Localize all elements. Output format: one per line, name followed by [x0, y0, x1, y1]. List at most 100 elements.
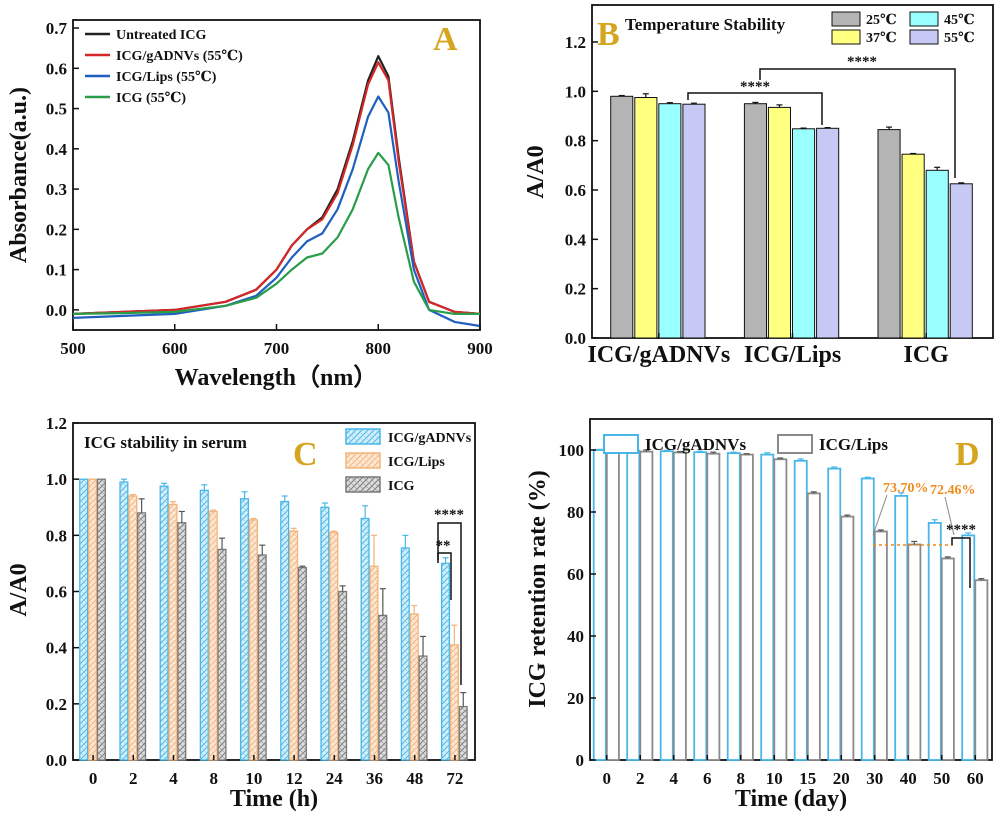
- significance-brackets-d: [951, 537, 971, 588]
- bar-c-1-1: [128, 495, 138, 761]
- legend-label-55c: 55℃: [944, 31, 975, 46]
- x-tick-label-b-2: ICG: [903, 342, 949, 368]
- y-tick-label-c-0.0: 0.0: [46, 751, 67, 770]
- bar-d-0-4: [726, 452, 741, 761]
- x-tick-label-d-9: 40: [900, 769, 917, 788]
- y-tick-label-d-100: 100: [559, 441, 585, 460]
- anno-label-d-1: 73.70%: [883, 481, 929, 496]
- y-tick-label-a-0.2: 0.2: [46, 220, 67, 239]
- y-tick-label-a-0.4: 0.4: [46, 140, 68, 159]
- bar-d-0-9: [894, 494, 909, 761]
- bar-c-2-1: [137, 512, 147, 761]
- bar-c-1-9: [449, 644, 459, 761]
- x-tick-label-b-0: ICG/gADNVs: [587, 342, 730, 368]
- y-tick-label-a-0.0: 0.0: [46, 301, 67, 320]
- bar-d-0-11: [961, 534, 976, 761]
- x-tick-label-c-3: 8: [209, 769, 218, 788]
- legend-label-37c: 37℃: [866, 31, 897, 46]
- x-tick-label-a-700: 700: [264, 339, 290, 358]
- legend-d: ICG/gADNVs ICG/Lips: [603, 434, 888, 454]
- x-tick-label-d-10: 50: [933, 769, 950, 788]
- bar-c-1-2: [168, 503, 178, 761]
- y-tick-label-b-0.0: 0.0: [565, 329, 586, 348]
- y-axis-title-b: A/A0: [523, 145, 549, 198]
- bar-c-1-8: [409, 613, 419, 761]
- x-axis-title-a: Wavelength（nm）: [175, 364, 378, 391]
- legend-label-45c: 45℃: [944, 13, 975, 28]
- bar-c-2-7: [378, 614, 388, 761]
- bar-d-1-0: [605, 449, 620, 761]
- bar-b-1-2: [901, 153, 925, 339]
- bar-c-0-0: [79, 478, 89, 761]
- legend-label-icg-55: ICG (55℃): [116, 91, 186, 106]
- bar-c-1-3: [208, 510, 218, 761]
- bar-d-0-8: [860, 477, 875, 761]
- legend-label-c-lips: ICG/Lips: [388, 455, 445, 470]
- bar-b-2-0: [658, 103, 682, 339]
- bar-c-0-6: [320, 506, 330, 761]
- x-tick-label-a-900: 900: [467, 339, 493, 358]
- y-tick-label-a-0.6: 0.6: [46, 59, 67, 78]
- chart-title-c: ICG stability in serum: [84, 433, 247, 452]
- axes-c: 0.00.20.40.60.81.01.20 2 4 8 10 12 24 36 48 72: [46, 414, 464, 788]
- legend-swatch-d-gadnvs: [603, 434, 639, 454]
- legend-label-d-lips: ICG/Lips: [819, 435, 888, 454]
- bracket-gadnvs-vs-lips: [687, 92, 823, 125]
- y-tick-label-c-0.8: 0.8: [46, 526, 67, 545]
- x-tick-label-a-800: 800: [366, 339, 392, 358]
- panel-b: 0.0 0.2 0.4 0.6 0.8 1.0 1.2 ICG/gADNVs ICG/Lips I…: [523, 4, 994, 368]
- x-tick-label-c-2: 4: [169, 769, 178, 788]
- series-line-a-3: [72, 151, 480, 315]
- legend-label-c-icg: ICG: [388, 479, 415, 494]
- bar-d-0-5: [760, 453, 775, 761]
- bar-d-1-8: [873, 530, 888, 761]
- bar-c-2-9: [458, 705, 468, 761]
- bar-c-2-3: [217, 548, 227, 761]
- y-tick-label-b-1.2: 1.2: [565, 33, 586, 52]
- bar-b-3-2: [949, 183, 973, 339]
- panel-letter-a: A: [433, 21, 458, 58]
- y-axis-title-d: ICG retention rate (%): [525, 470, 551, 708]
- bar-b-0-2: [877, 129, 901, 339]
- y-tick-label-d-80: 80: [567, 503, 584, 522]
- legend-swatch-45c: [909, 11, 939, 27]
- bar-c-0-7: [360, 517, 370, 761]
- bracket-c-outer: [437, 522, 462, 685]
- y-tick-label-a-0.7: 0.7: [46, 19, 68, 38]
- x-tick-label-c-5: 12: [286, 769, 303, 788]
- y-axis-title-c: A/A0: [6, 563, 32, 616]
- bar-b-2-1: [792, 128, 816, 339]
- x-tick-label-d-4: 8: [737, 769, 746, 788]
- bars-b: [610, 93, 973, 339]
- bar-c-2-5: [297, 566, 307, 761]
- bar-c-1-4: [248, 519, 258, 761]
- x-tick-label-c-8: 48: [406, 769, 423, 788]
- x-tick-label-c-6: 24: [326, 769, 344, 788]
- bar-d-1-1: [639, 450, 654, 761]
- bracket-c-inner: [437, 552, 452, 600]
- legend-swatch-c-icg: [345, 476, 381, 493]
- bar-c-0-1: [119, 481, 129, 761]
- bar-c-0-2: [159, 485, 169, 761]
- x-tick-label-c-1: 2: [129, 769, 138, 788]
- y-tick-label-b-1.0: 1.0: [565, 82, 586, 101]
- y-tick-label-a-0.1: 0.1: [46, 261, 67, 280]
- bar-c-1-5: [289, 530, 299, 761]
- series-lines-a: [72, 55, 481, 328]
- y-tick-label-b-0.4: 0.4: [565, 230, 587, 249]
- x-tick-label-d-2: 4: [670, 769, 679, 788]
- chart-title-b: Temperature Stability: [625, 15, 786, 34]
- bar-d-0-1: [626, 449, 641, 761]
- legend-label-lips-55: ICG/Lips (55℃): [116, 70, 217, 85]
- y-axis-title-a: Absorbance(a.u.): [6, 87, 32, 263]
- x-tick-label-b-1: ICG/Lips: [744, 342, 841, 368]
- bar-b-1-0: [634, 97, 658, 339]
- y-tick-label-c-0.4: 0.4: [46, 639, 68, 658]
- y-tick-label-c-0.2: 0.2: [46, 695, 67, 714]
- bar-b-1-1: [767, 106, 792, 339]
- x-tick-label-a-600: 600: [162, 339, 188, 358]
- bar-d-0-7: [827, 467, 842, 761]
- significance-brackets-b: [687, 68, 956, 178]
- panel-c: 0.00.20.40.60.81.01.20 2 4 8 10 12 24 36 48 72 C …: [6, 414, 476, 812]
- panel-letter-b: B: [597, 16, 620, 53]
